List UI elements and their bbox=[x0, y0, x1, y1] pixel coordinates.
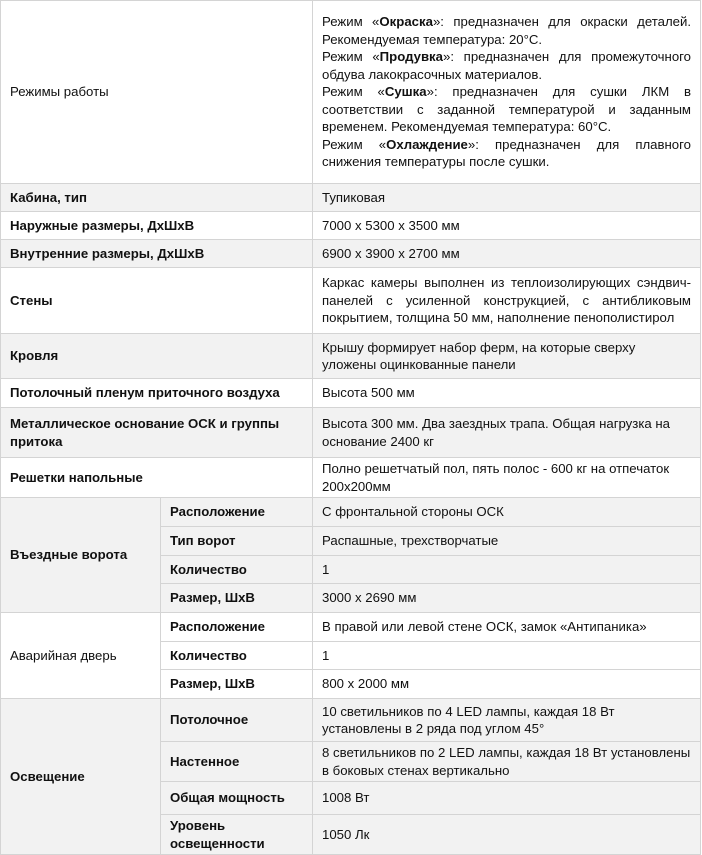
label: Аварийная дверь bbox=[0, 612, 161, 699]
row-gate: Въездные ворота Расположение С фронтальной… bbox=[0, 497, 701, 613]
sub-label: Количество bbox=[160, 641, 313, 670]
row-roof: Кровля Крышу формирует набор ферм, на кот… bbox=[0, 333, 701, 379]
sub-label: Потолочное bbox=[160, 698, 313, 742]
value: Крышу формирует набор ферм, на которые с… bbox=[312, 333, 701, 379]
row-walls: Стены Каркас камеры выполнен из теплоизол… bbox=[0, 267, 701, 334]
sub-label: Размер, ШхВ bbox=[160, 669, 313, 699]
label: Освещение bbox=[0, 698, 161, 855]
row-outer: Наружные размеры, ДхШхВ 7000 х 5300 х 350… bbox=[0, 211, 701, 240]
value: 7000 х 5300 х 3500 мм bbox=[312, 211, 701, 240]
value: В правой или левой стене ОСК, замок «Ант… bbox=[312, 612, 701, 642]
row-plenum: Потолочный пленум приточного воздуха Высо… bbox=[0, 378, 701, 408]
label: Металлическое основание ОСК и группы при… bbox=[0, 407, 313, 458]
value: 8 светильников по 2 LED лампы, каждая 18… bbox=[312, 741, 701, 782]
value: 800 х 2000 мм bbox=[312, 669, 701, 699]
value: 3000 х 2690 мм bbox=[312, 583, 701, 613]
row-base: Металлическое основание ОСК и группы при… bbox=[0, 407, 701, 458]
value: С фронтальной стороны ОСК bbox=[312, 497, 701, 527]
mode-line: Режим «Окраска»: предназначен для окраск… bbox=[322, 14, 692, 47]
row-grates: Решетки напольные Полно решетчатый пол, п… bbox=[0, 457, 701, 498]
row-inner: Внутренние размеры, ДхШхВ 6900 х 3900 х 2… bbox=[0, 239, 701, 268]
label: Внутренние размеры, ДхШхВ bbox=[0, 239, 313, 268]
value: Полно решетчатый пол, пять полос - 600 к… bbox=[312, 457, 701, 498]
sub-label: Размер, ШхВ bbox=[160, 583, 313, 613]
label: Потолочный пленум приточного воздуха bbox=[0, 378, 313, 408]
value: 1 bbox=[312, 641, 701, 670]
label: Стены bbox=[0, 267, 313, 334]
label: Кровля bbox=[0, 333, 313, 379]
row-light: Освещение Потолочное 10 светильников по 4 … bbox=[0, 698, 701, 855]
label: Наружные размеры, ДхШхВ bbox=[0, 211, 313, 240]
value: Распашные, трехстворчатые bbox=[312, 526, 701, 556]
sub-label: Уровень освещенности bbox=[160, 814, 313, 855]
label: Режимы работы bbox=[0, 0, 313, 184]
value: 1 bbox=[312, 555, 701, 584]
value: 6900 х 3900 х 2700 мм bbox=[312, 239, 701, 268]
mode-line: Режим «Сушка»: предназначен для сушки ЛК… bbox=[322, 84, 692, 135]
sub-label: Настенное bbox=[160, 741, 313, 782]
value: 1008 Вт bbox=[312, 781, 701, 815]
mode-line: Режим «Охлаждение»: предназначен для пла… bbox=[322, 136, 691, 170]
label: Решетки напольные bbox=[0, 457, 313, 498]
value: Высота 300 мм. Два заездных трапа. Общая… bbox=[312, 407, 701, 458]
row-cabin: Кабина, тип Тупиковая bbox=[0, 183, 701, 212]
sub-label: Расположение bbox=[160, 497, 313, 527]
sub-label: Тип ворот bbox=[160, 526, 313, 556]
modes-value: Режим «Окраска»: предназначен для окраск… bbox=[312, 0, 701, 184]
value: Тупиковая bbox=[312, 183, 701, 212]
value: 10 светильников по 4 LED лампы, каждая 1… bbox=[312, 698, 701, 742]
row-door: Аварийная дверь Расположение В правой или … bbox=[0, 612, 701, 699]
sub-label: Количество bbox=[160, 555, 313, 584]
label: Въездные ворота bbox=[0, 497, 161, 613]
value: 1050 Лк bbox=[312, 814, 701, 855]
value: Высота 500 мм bbox=[312, 378, 701, 408]
mode-line: Режим «Продувка»: предназначен для проме… bbox=[322, 49, 692, 82]
row-modes: Режимы работы Режим «Окраска»: предназна… bbox=[0, 0, 701, 184]
sub-label: Общая мощность bbox=[160, 781, 313, 815]
value: Каркас камеры выполнен из теплоизолирующ… bbox=[312, 267, 701, 334]
sub-label: Расположение bbox=[160, 612, 313, 642]
label: Кабина, тип bbox=[0, 183, 313, 212]
